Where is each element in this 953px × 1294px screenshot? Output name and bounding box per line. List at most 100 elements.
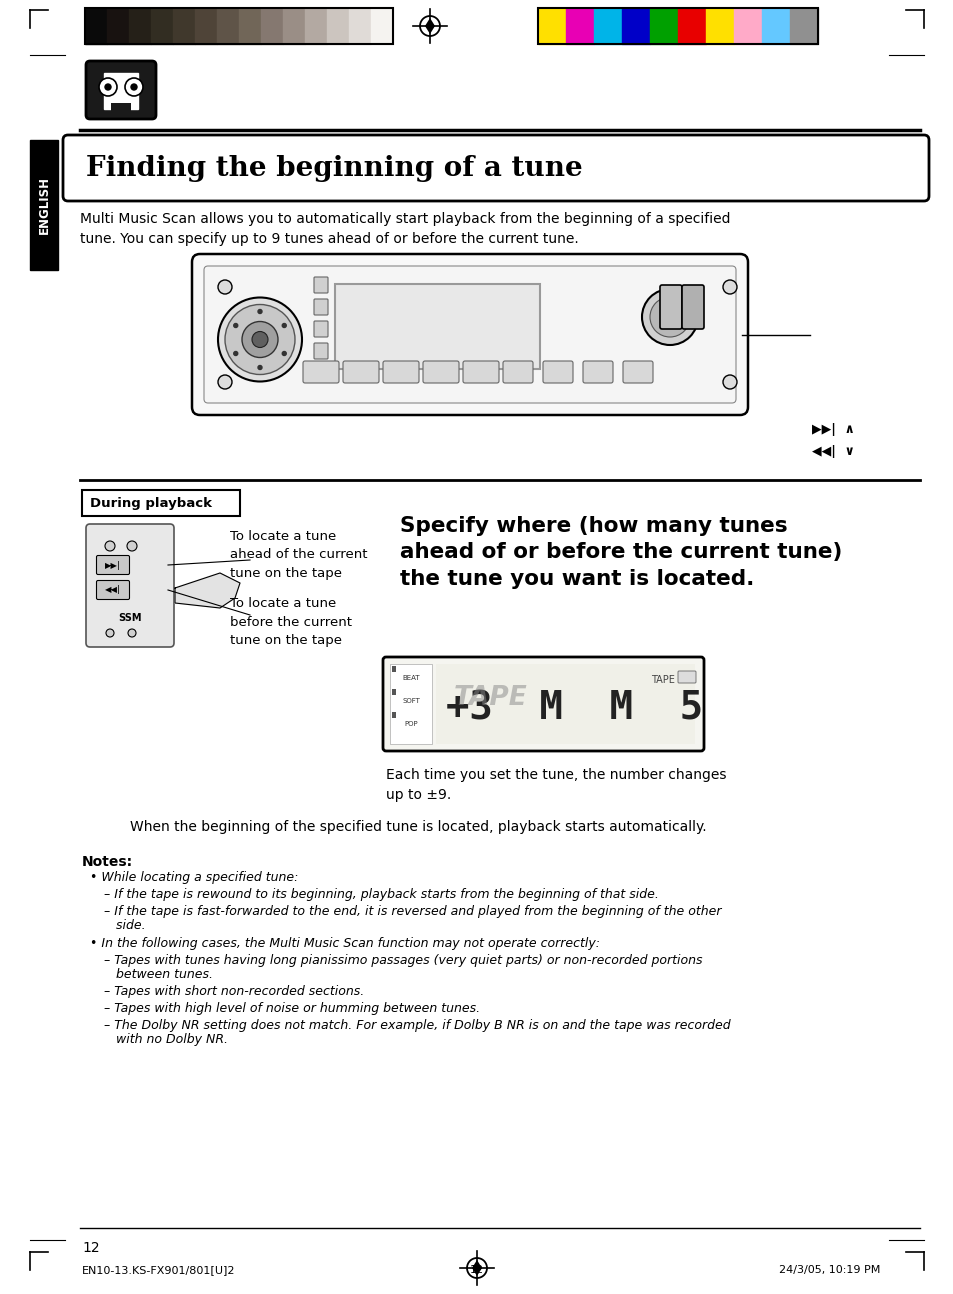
Circle shape <box>722 375 737 389</box>
Circle shape <box>105 84 111 91</box>
Bar <box>705 8 733 44</box>
FancyBboxPatch shape <box>86 61 156 119</box>
Text: ▶▶|  ∧: ▶▶| ∧ <box>811 423 854 436</box>
Text: 24/3/05, 10:19 PM: 24/3/05, 10:19 PM <box>778 1266 879 1275</box>
Text: Specify where (how many tunes
ahead of or before the current tune)
the tune you : Specify where (how many tunes ahead of o… <box>399 516 841 589</box>
Circle shape <box>282 352 286 356</box>
Bar <box>111 104 131 113</box>
Text: • In the following cases, the Multi Music Scan function may not operate correctl: • In the following cases, the Multi Musi… <box>90 937 599 950</box>
Circle shape <box>641 289 698 345</box>
FancyBboxPatch shape <box>678 672 696 683</box>
Text: ENGLISH: ENGLISH <box>37 176 51 234</box>
FancyBboxPatch shape <box>192 254 747 415</box>
Text: ▶▶|: ▶▶| <box>105 560 121 569</box>
Circle shape <box>233 352 237 356</box>
Text: When the beginning of the specified tune is located, playback starts automatical: When the beginning of the specified tune… <box>130 820 706 835</box>
FancyBboxPatch shape <box>582 361 613 383</box>
Bar <box>104 72 138 109</box>
Bar <box>239 8 261 44</box>
Text: Multi Music Scan allows you to automatically start playback from the beginning o: Multi Music Scan allows you to automatic… <box>80 212 730 246</box>
FancyBboxPatch shape <box>659 285 681 329</box>
Bar <box>82 490 240 516</box>
Text: TAPE: TAPE <box>454 685 527 710</box>
FancyBboxPatch shape <box>422 361 458 383</box>
Text: TAPE: TAPE <box>650 675 674 685</box>
Bar <box>565 8 594 44</box>
Bar <box>85 8 107 44</box>
Text: Notes:: Notes: <box>82 855 133 870</box>
Bar <box>216 8 239 44</box>
Bar <box>392 688 395 695</box>
Circle shape <box>99 78 117 96</box>
FancyBboxPatch shape <box>96 581 130 599</box>
FancyBboxPatch shape <box>382 361 418 383</box>
Circle shape <box>660 308 679 326</box>
Circle shape <box>218 280 232 294</box>
Polygon shape <box>174 573 240 608</box>
FancyBboxPatch shape <box>314 277 328 292</box>
Circle shape <box>127 541 137 551</box>
FancyBboxPatch shape <box>502 361 533 383</box>
Bar <box>621 8 649 44</box>
FancyBboxPatch shape <box>314 299 328 314</box>
Bar <box>761 8 789 44</box>
Bar <box>335 283 539 369</box>
FancyBboxPatch shape <box>343 361 378 383</box>
Text: SOFT: SOFT <box>401 697 419 704</box>
Bar <box>594 8 621 44</box>
Bar <box>172 8 194 44</box>
Circle shape <box>105 541 115 551</box>
Bar <box>537 8 565 44</box>
FancyBboxPatch shape <box>303 361 338 383</box>
Bar <box>392 712 395 718</box>
Bar <box>390 664 432 744</box>
Text: – Tapes with short non-recorded sections.: – Tapes with short non-recorded sections… <box>104 985 364 998</box>
Circle shape <box>106 629 113 637</box>
Text: Finding the beginning of a tune: Finding the beginning of a tune <box>86 154 582 181</box>
Bar <box>129 8 151 44</box>
Circle shape <box>649 298 689 336</box>
Bar <box>151 8 172 44</box>
Text: To locate a tune
ahead of the current
tune on the tape: To locate a tune ahead of the current tu… <box>230 531 367 580</box>
Text: BEAT: BEAT <box>402 675 419 681</box>
Text: Each time you set the tune, the number changes
up to ±9.: Each time you set the tune, the number c… <box>386 769 726 801</box>
FancyBboxPatch shape <box>314 343 328 358</box>
Text: between tunes.: between tunes. <box>104 968 213 981</box>
Bar <box>436 664 695 744</box>
Text: 12: 12 <box>470 1266 483 1275</box>
Text: During playback: During playback <box>90 497 212 510</box>
Text: side.: side. <box>104 919 146 932</box>
FancyBboxPatch shape <box>622 361 652 383</box>
Circle shape <box>128 629 136 637</box>
Text: – If the tape is fast-forwarded to the end, it is reversed and played from the b: – If the tape is fast-forwarded to the e… <box>104 905 720 917</box>
Circle shape <box>218 375 232 389</box>
Bar <box>371 8 393 44</box>
Bar <box>392 666 395 672</box>
Text: – Tapes with tunes having long pianissimo passages (very quiet parts) or non-rec: – Tapes with tunes having long pianissim… <box>104 954 701 967</box>
FancyBboxPatch shape <box>63 135 928 201</box>
Circle shape <box>257 309 262 313</box>
Circle shape <box>257 365 262 370</box>
Text: To locate a tune
before the current
tune on the tape: To locate a tune before the current tune… <box>230 597 352 647</box>
FancyBboxPatch shape <box>462 361 498 383</box>
Text: EN10-13.KS-FX901/801[U]2: EN10-13.KS-FX901/801[U]2 <box>82 1266 235 1275</box>
Bar <box>305 8 327 44</box>
FancyBboxPatch shape <box>86 524 173 647</box>
Circle shape <box>252 331 268 348</box>
Circle shape <box>225 304 294 374</box>
Text: with no Dolby NR.: with no Dolby NR. <box>104 1033 228 1046</box>
Bar <box>283 8 305 44</box>
Circle shape <box>218 298 302 382</box>
FancyBboxPatch shape <box>542 361 573 383</box>
Text: – The Dolby NR setting does not match. For example, if Dolby B NR is on and the : – The Dolby NR setting does not match. F… <box>104 1018 730 1033</box>
FancyBboxPatch shape <box>382 657 703 751</box>
Polygon shape <box>424 18 435 34</box>
Polygon shape <box>472 1260 481 1276</box>
FancyBboxPatch shape <box>314 321 328 336</box>
Bar <box>733 8 761 44</box>
Circle shape <box>125 78 143 96</box>
Text: 12: 12 <box>82 1241 99 1255</box>
Bar <box>537 8 817 44</box>
Circle shape <box>722 280 737 294</box>
Text: POP: POP <box>404 721 417 727</box>
